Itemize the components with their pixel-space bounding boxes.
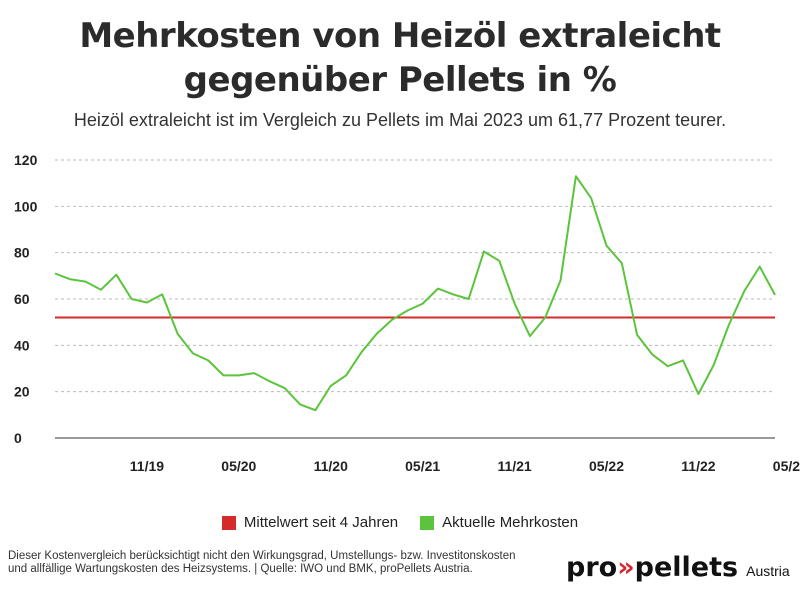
x-tick-label: 11/19 [130,458,164,474]
propellets-logo: pro » pellets Austria [566,552,790,588]
x-tick-label: 05/21 [405,458,440,474]
chart-title-line1: Mehrkosten von Heizöl extraleicht [79,16,721,56]
x-tick-label: 11/22 [681,458,715,474]
x-tick-label: 11/21 [497,458,531,474]
y-tick-label: 80 [14,245,30,261]
logo-chevron-icon: » [617,552,635,583]
footnote: Dieser Kostenvergleich berücksichtigt ni… [8,550,516,575]
y-tick-label: 20 [14,384,30,400]
logo-text-austria: Austria [746,563,790,579]
y-tick-label: 0 [14,430,22,446]
series-line-aktuelle-mehrkosten [54,175,776,412]
legend-swatch-mean [221,515,236,530]
legend-label-current: Aktuelle Mehrkosten [442,514,579,531]
logo-text-pellets: pellets [634,552,739,583]
x-tick-label: 05/20 [221,458,256,474]
line-chart: 0 20 40 60 80 100 120 11/19 05/20 11/20 05/21 11/21… [14,152,800,474]
y-tick-label: 60 [14,291,30,307]
chart-title: Mehrkosten von Heizöl extraleicht gegenü… [0,14,800,102]
legend-item-current: Aktuelle Mehrkosten [420,514,578,531]
chart-subtitle: Heizöl extraleicht ist im Vergleich zu P… [73,110,727,130]
logo-text-pro: pro [566,552,618,583]
legend-swatch-current [420,515,435,530]
x-tick-label: 05/23 [773,458,800,474]
legend-item-mean: Mittelwert seit 4 Jahren [221,514,399,531]
chart-title-line2: gegenüber Pellets in % [183,60,617,100]
x-tick-label: 11/20 [314,458,348,474]
legend-label-mean: Mittelwert seit 4 Jahren [243,514,399,531]
y-tick-label: 120 [14,152,38,168]
legend: Mittelwert seit 4 Jahren Aktuelle Mehrko… [0,514,800,531]
y-tick-label: 100 [14,198,38,214]
y-tick-label: 40 [14,337,30,353]
x-tick-label: 05/22 [589,458,624,474]
